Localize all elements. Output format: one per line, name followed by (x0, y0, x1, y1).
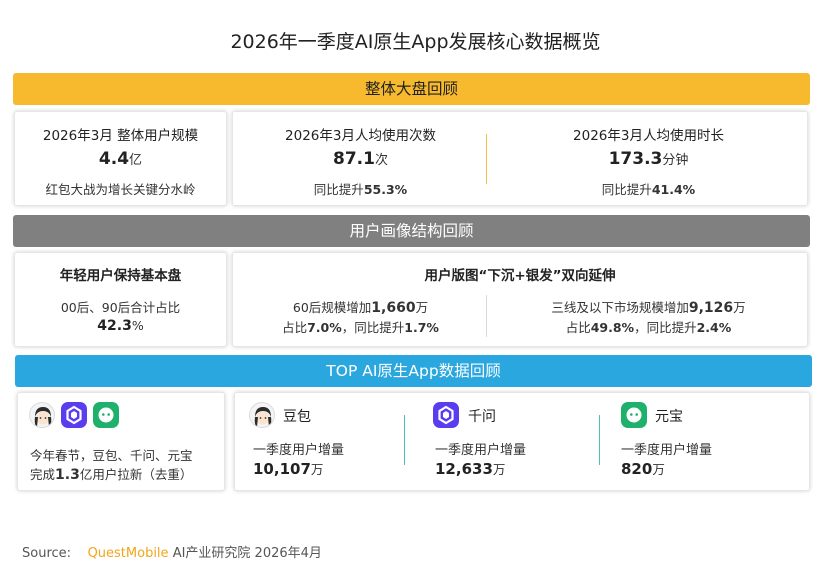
usage-time-note: 同比提升41.4% (488, 179, 809, 198)
app-value-qianwen: 12,633 (435, 460, 493, 478)
usage-count-note: 同比提升55.3% (233, 179, 488, 198)
yuanbao-face-icon (621, 402, 647, 428)
app-value-line-qianwen: 12,633万 (435, 459, 505, 478)
card-user-expansion: 用户版图“下沉+银发”双向延伸 60后规模增加1,660万 占比7.0%，同比提… (232, 252, 808, 347)
usage-time-value-line: 173.3分钟 (488, 149, 809, 169)
app-name-qianwen: 千问 (468, 409, 496, 425)
usage-count-value-line: 87.1次 (233, 149, 488, 169)
young-users-value: 42.3 (97, 318, 132, 334)
total-users-label: 2026年3月 整体用户规模 (42, 128, 199, 144)
divider (599, 415, 600, 465)
usage-time-value: 173.3 (608, 149, 663, 169)
spring-summary-suffix: 亿用户拉新（去重） (79, 467, 193, 482)
usage-time-note-prefix: 同比提升 (601, 182, 652, 197)
card-spring-summary: 今年春节，豆包、千问、元宝 完成1.3亿用户拉新（去重） (17, 392, 225, 491)
app-value-yuanbao: 820 (621, 460, 653, 478)
source-rest: AI产业研究院 2026年4月 (172, 546, 322, 561)
expansion-left-unit: 万 (415, 300, 429, 315)
expansion-right-growth-label: ，同比提升 (634, 320, 697, 335)
expansion-right-growth-value: 2.4% (696, 320, 732, 335)
app-unit-yuanbao: 万 (652, 462, 665, 477)
app-unit-qianwen: 万 (492, 462, 506, 477)
divider (486, 295, 487, 337)
expansion-left-growth-value: 1.7% (404, 320, 439, 335)
spring-summary-value: 1.3 (55, 467, 80, 483)
young-users-unit: % (131, 318, 144, 333)
total-users-unit: 亿 (129, 153, 143, 168)
usage-time-unit: 分钟 (662, 153, 689, 168)
spring-summary-prefix: 完成 (30, 467, 56, 482)
card-total-users: 2026年3月 整体用户规模 4.4亿 红包大战为增长关键分水岭 (14, 111, 227, 206)
yuanbao-face-icon (93, 402, 119, 428)
young-users-line1: 00后、90后合计占比 (60, 300, 181, 315)
divider (404, 415, 405, 465)
expansion-left-share-label: 占比 (282, 320, 308, 335)
expansion-left-share-value: 7.0% (307, 320, 342, 335)
total-users-value-line: 4.4亿 (15, 149, 226, 169)
app-unit-doubao: 万 (310, 462, 324, 477)
usage-time-label: 2026年3月人均使用时长 (573, 128, 724, 144)
app-value-doubao: 10,107 (253, 460, 311, 478)
app-label-qianwen: 一季度用户增量 (435, 443, 527, 458)
usage-time-note-value: 41.4% (651, 182, 696, 197)
source-line: Source: QuestMobile AI产业研究院 2026年4月 (22, 542, 322, 561)
source-prefix: Source: (22, 546, 72, 561)
doubao-avatar-icon (29, 402, 55, 428)
app-value-line-doubao: 10,107万 (253, 459, 323, 478)
total-users-value: 4.4 (98, 149, 130, 169)
usage-count-unit: 次 (374, 153, 388, 168)
spring-summary-line2: 完成1.3亿用户拉新（去重） (30, 464, 192, 483)
usage-count-note-prefix: 同比提升 (313, 182, 364, 197)
expansion-right-share-label: 占比 (565, 320, 591, 335)
app-value-line-yuanbao: 820万 (621, 459, 665, 478)
expansion-left-line1: 60后规模增加1,660万 (233, 297, 488, 316)
qianwen-star-icon (61, 402, 87, 428)
spring-summary-line1: 今年春节，豆包、千问、元宝 (30, 448, 193, 463)
expansion-right-share-value: 49.8% (590, 320, 635, 335)
app-name-yuanbao: 元宝 (655, 409, 683, 425)
usage-count-note-value: 55.3% (363, 182, 408, 197)
section-header-overall: 整体大盘回顾 (13, 73, 810, 105)
expansion-right-unit: 万 (733, 300, 746, 315)
card-young-users: 年轻用户保持基本盘 00后、90后合计占比 42.3% (14, 252, 227, 347)
young-users-value-line: 42.3% (15, 315, 226, 334)
qianwen-star-icon (433, 402, 459, 428)
expansion-right-block: 三线及以下市场规模增加9,126万 占比49.8%，同比提升2.4% (488, 253, 809, 348)
card-app-increments: 豆包 一季度用户增量 10,107万 千问 一季度用户增量 12,633万 元宝… (234, 392, 810, 491)
expansion-right-line1: 三线及以下市场规模增加9,126万 (488, 297, 809, 316)
expansion-left-line2: 占比7.0%，同比提升1.7% (233, 317, 488, 336)
expansion-left-block: 60后规模增加1,660万 占比7.0%，同比提升1.7% (233, 253, 488, 348)
expansion-label: 用户版图“下沉+银发”双向延伸 (424, 268, 616, 284)
card-usage-stats: 2026年3月人均使用次数 87.1次 同比提升55.3% 2026年3月人均使… (232, 111, 808, 206)
page-title: 2026年一季度AI原生App发展核心数据概览 (230, 31, 601, 53)
expansion-left-growth-label: ，同比提升 (341, 320, 405, 335)
usage-count-block: 2026年3月人均使用次数 87.1次 同比提升55.3% (233, 112, 488, 207)
expansion-left-prefix: 60后规模增加 (292, 300, 372, 315)
app-label-yuanbao: 一季度用户增量 (621, 443, 713, 458)
source-brand: QuestMobile (87, 546, 169, 561)
usage-time-block: 2026年3月人均使用时长 173.3分钟 同比提升41.4% (488, 112, 809, 207)
expansion-left-value: 1,660 (371, 300, 416, 316)
app-label-doubao: 一季度用户增量 (253, 443, 345, 458)
usage-count-label: 2026年3月人均使用次数 (285, 128, 436, 144)
expansion-right-line2: 占比49.8%，同比提升2.4% (488, 317, 809, 336)
divider (486, 134, 487, 184)
section-header-top-apps: TOP AI原生App数据回顾 (15, 355, 812, 387)
total-users-note: 红包大战为增长关键分水岭 (45, 182, 196, 197)
young-users-label: 年轻用户保持基本盘 (59, 268, 182, 284)
section-header-profile: 用户画像结构回顾 (13, 215, 810, 247)
expansion-right-prefix: 三线及以下市场规模增加 (551, 300, 689, 315)
app-name-doubao: 豆包 (283, 409, 311, 425)
expansion-right-value: 9,126 (688, 300, 734, 316)
doubao-avatar-icon (249, 402, 275, 428)
usage-count-value: 87.1 (333, 149, 375, 169)
